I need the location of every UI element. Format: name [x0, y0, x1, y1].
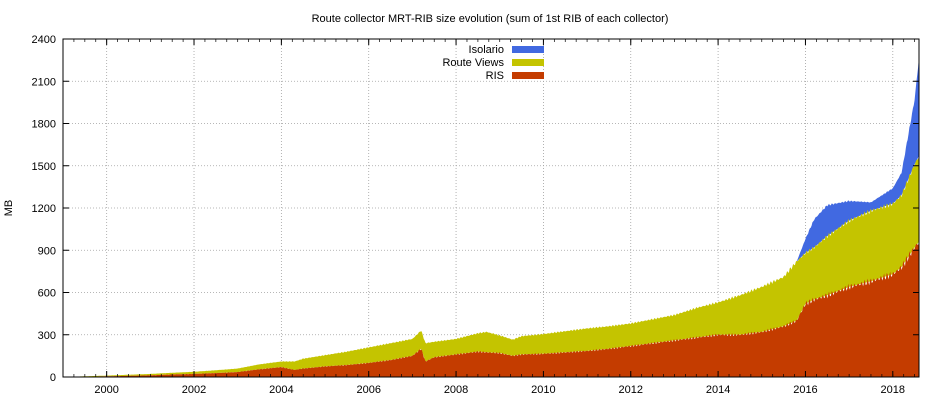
legend-label-ris: RIS	[486, 70, 504, 82]
y-axis-label: MB	[3, 200, 15, 217]
area-route-views	[63, 155, 919, 377]
x-tick-label: 2002	[182, 384, 206, 396]
y-tick-label: 1200	[32, 203, 56, 215]
y-tick-label: 2100	[32, 76, 56, 88]
y-tick-label: 2400	[32, 34, 56, 46]
x-tick-label: 2016	[793, 384, 817, 396]
legend-swatch-isolario	[512, 46, 544, 53]
stacked-areas	[63, 56, 919, 377]
y-tick-label: 600	[38, 288, 56, 300]
axis-ticks: 0 300 600 900 1200 1500 1800 2100 2400 2000 2002 20…	[32, 34, 919, 396]
x-tick-label: 2004	[269, 384, 293, 396]
legend-swatch-route-views	[512, 59, 544, 66]
y-tick-label: 1800	[32, 119, 56, 131]
x-tick-label: 2008	[444, 384, 468, 396]
x-tick-label: 2012	[619, 384, 643, 396]
x-tick-label: 2018	[881, 384, 905, 396]
legend-swatch-ris	[512, 72, 544, 79]
y-tick-label: 1500	[32, 161, 56, 173]
x-tick-label: 2000	[94, 384, 118, 396]
chart-title: Route collector MRT-RIB size evolution (…	[312, 13, 669, 25]
x-tick-label: 2014	[706, 384, 730, 396]
y-tick-label: 900	[38, 245, 56, 257]
x-tick-label: 2010	[531, 384, 555, 396]
legend-label-isolario: Isolario	[469, 44, 504, 56]
legend-label-route-views: Route Views	[442, 57, 504, 69]
area-ris	[63, 240, 919, 377]
x-tick-label: 2006	[356, 384, 380, 396]
y-tick-label: 0	[50, 372, 56, 384]
y-tick-label: 300	[38, 330, 56, 342]
